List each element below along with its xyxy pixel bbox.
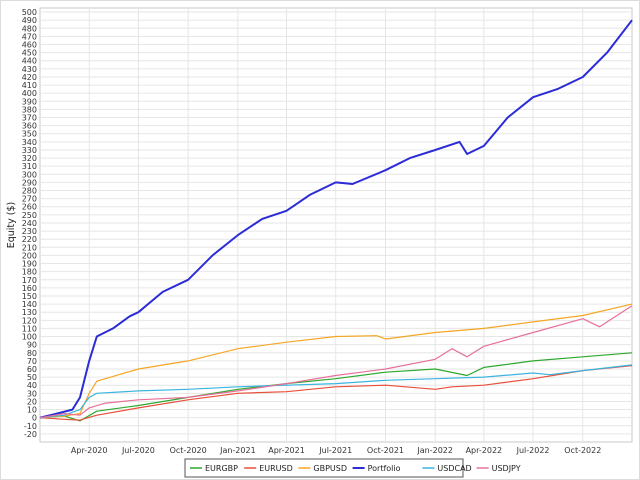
- y-tick-label: 60: [27, 365, 37, 374]
- y-tick-label: 480: [22, 24, 37, 33]
- y-tick-label: 130: [22, 308, 37, 317]
- y-tick-label: 210: [22, 243, 37, 252]
- y-tick-label: 120: [22, 316, 37, 325]
- y-tick-label: 220: [22, 235, 37, 244]
- y-tick-label: -20: [24, 430, 37, 439]
- legend-label-usdjpy: USDJPY: [492, 464, 521, 473]
- y-tick-label: 30: [27, 389, 37, 398]
- x-tick-label: Jul-2020: [121, 446, 155, 455]
- y-tick-label: 320: [22, 154, 37, 163]
- y-tick-label: 400: [22, 89, 37, 98]
- x-tick-label: Jan-2021: [219, 446, 256, 455]
- series-line-portfolio: [39, 19, 633, 419]
- y-tick-label: 240: [22, 219, 37, 228]
- y-tick-label: 290: [22, 178, 37, 187]
- legend-label-eurgbp: EURGBP: [205, 464, 238, 473]
- y-tick-label: 250: [22, 211, 37, 220]
- y-tick-label: 20: [27, 397, 37, 406]
- y-tick-label: 190: [22, 260, 37, 269]
- y-tick-label: 180: [22, 268, 37, 277]
- y-tick-label: 430: [22, 65, 37, 74]
- y-tick-label: 390: [22, 97, 37, 106]
- y-tick-label: 380: [22, 105, 37, 114]
- y-tick-label: 100: [22, 333, 37, 342]
- y-tick-label: 140: [22, 300, 37, 309]
- y-tick-label: 0: [32, 414, 37, 423]
- x-tick-label: Jul-2022: [516, 446, 550, 455]
- y-tick-label: 410: [22, 81, 37, 90]
- y-tick-label: 50: [27, 373, 37, 382]
- legend: [184, 458, 464, 478]
- y-tick-label: 70: [27, 357, 37, 366]
- y-tick-label: 230: [22, 227, 37, 236]
- y-tick-label: 370: [22, 114, 37, 123]
- legend-label-usdcad: USDCAD: [437, 464, 471, 473]
- legend-label-gbpusd: GBPUSD: [313, 464, 347, 473]
- series-line-usdjpy: [39, 305, 633, 419]
- x-tick-label: Jul-2021: [318, 446, 352, 455]
- legend-label-eurusd: EURUSD: [259, 464, 293, 473]
- y-tick-label: 500: [22, 8, 37, 17]
- y-tick-label: 150: [22, 292, 37, 301]
- x-tick-label: Apr-2022: [466, 446, 503, 455]
- y-tick-label: 490: [22, 16, 37, 25]
- y-tick-label: -10: [24, 422, 37, 431]
- y-axis-label: Equity ($): [6, 202, 17, 249]
- y-tick-label: 160: [22, 284, 37, 293]
- y-tick-label: 340: [22, 138, 37, 147]
- y-tick-label: 470: [22, 32, 37, 41]
- y-tick-label: 360: [22, 122, 37, 131]
- x-tick-label: Oct-2022: [564, 446, 601, 455]
- x-tick-label: Jan-2022: [416, 446, 453, 455]
- y-tick-label: 460: [22, 41, 37, 50]
- y-tick-label: 10: [27, 406, 37, 415]
- y-tick-label: 90: [27, 341, 37, 350]
- y-tick-label: 310: [22, 162, 37, 171]
- y-tick-label: 450: [22, 49, 37, 58]
- y-tick-label: 170: [22, 276, 37, 285]
- series-line-eurusd: [39, 365, 633, 421]
- y-tick-label: 200: [22, 251, 37, 260]
- y-tick-label: 440: [22, 57, 37, 66]
- y-tick-label: 80: [27, 349, 37, 358]
- y-tick-label: 350: [22, 130, 37, 139]
- x-tick-label: Apr-2020: [71, 446, 108, 455]
- y-tick-label: 260: [22, 203, 37, 212]
- series-line-gbpusd: [39, 303, 633, 419]
- x-tick-label: Apr-2021: [268, 446, 305, 455]
- y-tick-label: 40: [27, 381, 37, 390]
- y-tick-label: 280: [22, 187, 37, 196]
- series-line-eurgbp: [39, 352, 633, 422]
- legend-label-portfolio: Portfolio: [368, 464, 401, 473]
- x-tick-label: Oct-2021: [367, 446, 404, 455]
- y-tick-label: 330: [22, 146, 37, 155]
- y-tick-label: 420: [22, 73, 37, 82]
- y-tick-label: 110: [22, 324, 37, 333]
- y-tick-label: 300: [22, 170, 37, 179]
- series-line-usdcad: [39, 364, 633, 419]
- y-tick-label: 270: [22, 195, 37, 204]
- x-tick-label: Oct-2020: [170, 446, 207, 455]
